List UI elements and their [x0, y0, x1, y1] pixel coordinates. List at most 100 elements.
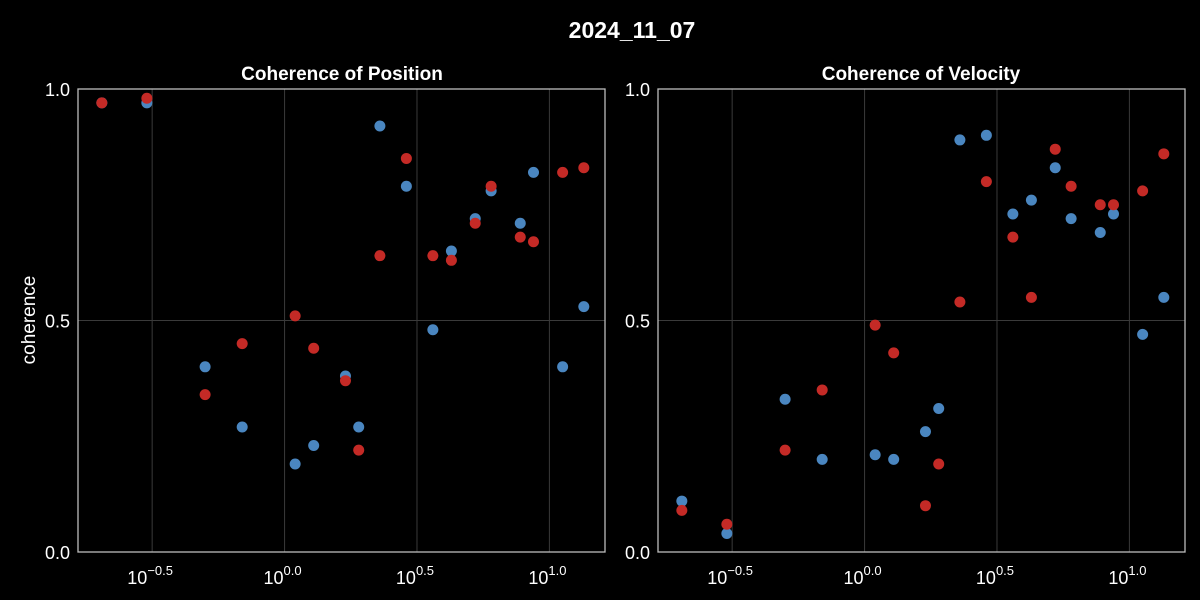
data-point: [445, 245, 457, 257]
data-point: [919, 426, 931, 438]
data-point: [578, 301, 590, 313]
data-point: [779, 393, 791, 405]
data-point: [980, 129, 992, 141]
data-point: [1065, 213, 1077, 225]
data-point: [1158, 291, 1170, 303]
data-point: [578, 162, 590, 174]
data-point: [779, 444, 791, 456]
x-tick-exponent: 0.5: [996, 563, 1014, 578]
data-point: [557, 361, 569, 373]
figure-title: 2024_11_07: [569, 17, 696, 43]
data-point: [676, 495, 688, 507]
y-tick-label: 1.0: [45, 80, 70, 100]
x-tick-exponent: −0.5: [727, 563, 753, 578]
data-point: [1065, 180, 1077, 192]
data-point: [1107, 208, 1119, 220]
x-tick-exponent: −0.5: [147, 563, 173, 578]
data-point: [141, 92, 153, 104]
data-point: [199, 389, 211, 401]
data-point: [353, 444, 365, 456]
y-tick-label: 0.0: [45, 543, 70, 563]
data-point: [1007, 208, 1019, 220]
x-tick-base: 10: [1108, 568, 1128, 588]
data-point: [1094, 227, 1106, 239]
data-point: [199, 361, 211, 373]
x-tick-label: 10−0.5: [707, 563, 753, 588]
data-point: [1107, 199, 1119, 211]
data-point: [721, 518, 733, 530]
data-point: [339, 375, 351, 387]
data-point: [400, 180, 412, 192]
data-point: [308, 440, 320, 452]
data-point: [816, 384, 828, 396]
data-point: [721, 527, 733, 539]
x-tick-label: 101.0: [1108, 563, 1146, 588]
y-axis-label: coherence: [19, 276, 40, 365]
data-point: [816, 453, 828, 465]
data-point: [96, 97, 108, 109]
data-point: [933, 458, 945, 470]
data-point: [427, 324, 439, 336]
panel-title: Coherence of Position: [241, 64, 443, 85]
x-tick-exponent: 0.0: [284, 563, 302, 578]
x-tick-exponent: 0.5: [416, 563, 434, 578]
y-tick-label: 0.5: [45, 312, 70, 332]
data-point: [353, 421, 365, 433]
data-point: [308, 342, 320, 354]
data-point: [445, 254, 457, 266]
x-tick-exponent: 1.0: [548, 563, 566, 578]
data-point: [869, 449, 881, 461]
data-point: [374, 120, 386, 132]
data-point: [527, 166, 539, 178]
data-point: [919, 500, 931, 512]
x-tick-base: 10: [127, 568, 147, 588]
data-point: [1049, 143, 1061, 155]
axes-frame: [657, 88, 1186, 553]
data-point: [557, 166, 569, 178]
data-point: [1049, 162, 1061, 174]
x-tick-label: 100.5: [396, 563, 434, 588]
data-point: [527, 236, 539, 248]
data-point: [1158, 148, 1170, 160]
x-tick-base: 10: [396, 568, 416, 588]
data-point: [1137, 185, 1149, 197]
data-point: [1025, 194, 1037, 206]
data-point: [888, 453, 900, 465]
data-point: [289, 458, 301, 470]
x-tick-label: 100.5: [976, 563, 1014, 588]
x-tick-label: 10−0.5: [127, 563, 173, 588]
x-tick-base: 10: [844, 568, 864, 588]
data-point: [469, 217, 481, 229]
data-point: [400, 152, 412, 164]
x-tick-base: 10: [707, 568, 727, 588]
x-tick-exponent: 1.0: [1128, 563, 1146, 578]
velocity-coherence-panel: Coherence of Velocity 10−0.5 100.0 100.5 10…: [625, 64, 1186, 588]
data-point: [954, 134, 966, 146]
axes-frame: [77, 88, 606, 553]
data-point: [236, 421, 248, 433]
data-point: [485, 180, 497, 192]
data-point: [888, 347, 900, 359]
data-point: [1137, 328, 1149, 340]
x-tick-base: 10: [264, 568, 284, 588]
y-tick-label: 0.5: [625, 312, 650, 332]
data-point: [236, 338, 248, 350]
data-point: [289, 310, 301, 322]
data-point: [1007, 231, 1019, 243]
data-point: [514, 217, 526, 229]
data-point: [676, 504, 688, 516]
data-point: [427, 250, 439, 262]
data-point: [954, 296, 966, 308]
panel-title: Coherence of Velocity: [822, 64, 1021, 85]
y-tick-label: 1.0: [625, 80, 650, 100]
x-tick-label: 101.0: [528, 563, 566, 588]
data-point: [374, 250, 386, 262]
data-point: [933, 402, 945, 414]
x-tick-base: 10: [976, 568, 996, 588]
x-tick-label: 100.0: [844, 563, 882, 588]
data-point: [980, 176, 992, 188]
data-point: [1094, 199, 1106, 211]
data-point: [869, 319, 881, 331]
